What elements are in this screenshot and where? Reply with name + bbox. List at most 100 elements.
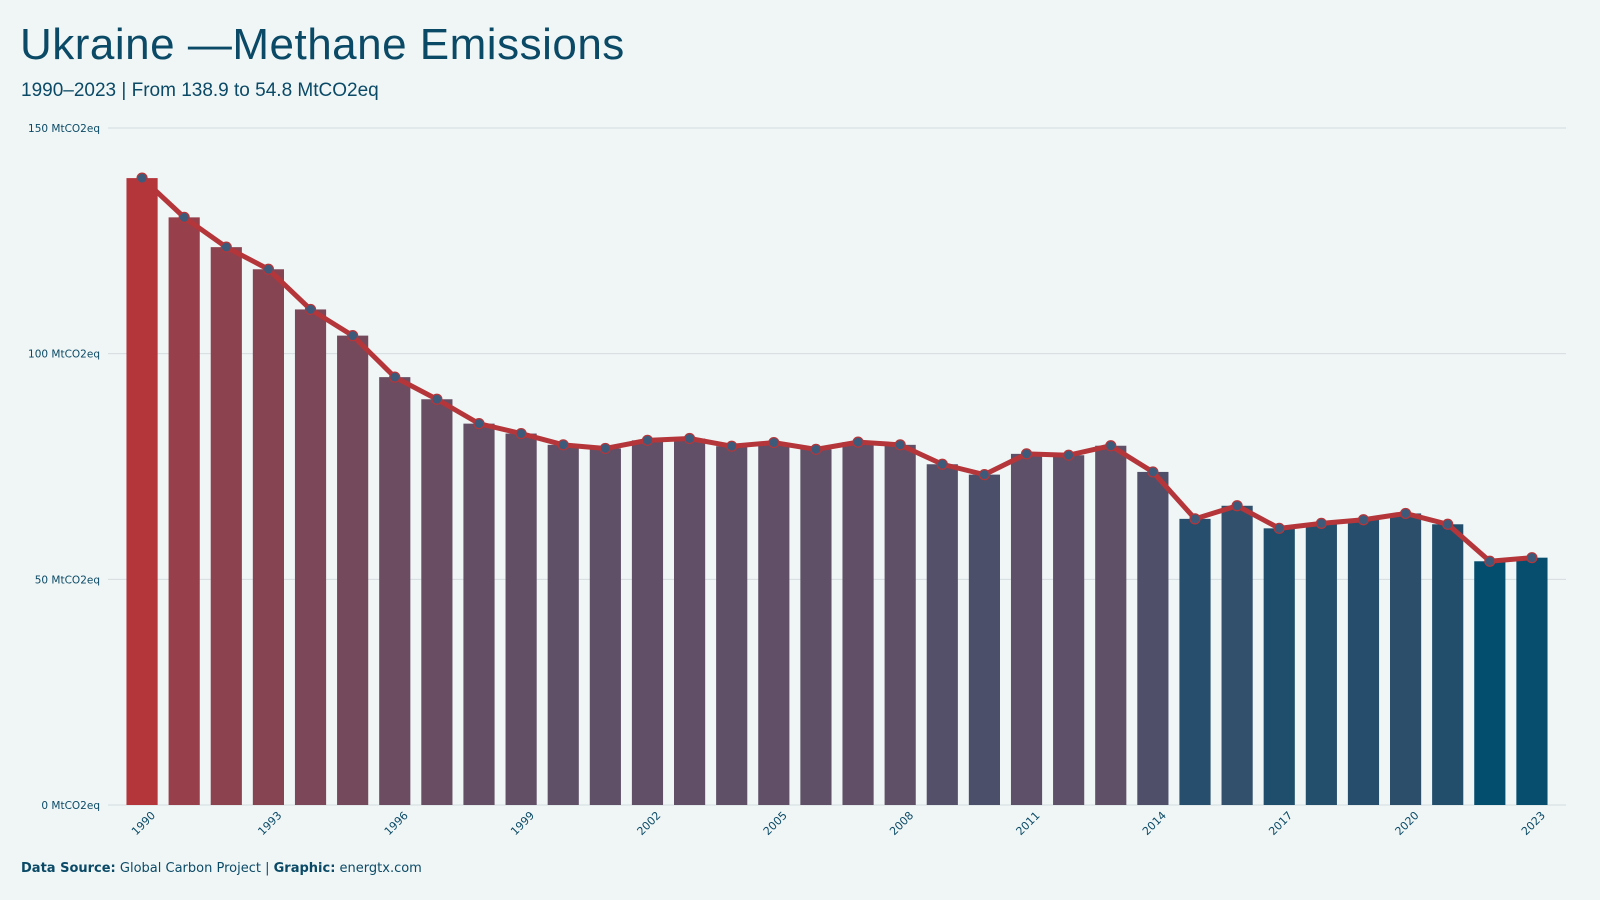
- bar-2004: [716, 446, 748, 805]
- point-2014: [1147, 466, 1159, 478]
- bar-2001: [589, 448, 621, 805]
- point-2021: [1442, 518, 1454, 530]
- point-2006: [810, 443, 822, 455]
- point-2023: [1526, 552, 1538, 564]
- bar-2018: [1305, 523, 1337, 805]
- point-2005: [768, 436, 780, 449]
- bar-2006: [800, 449, 832, 805]
- methane-chart: 0 MtCO2eq 50 MtCO2eq 100 MtCO2eq 150 MtCO2e…: [28, 123, 1566, 838]
- point-1997: [431, 393, 443, 405]
- point-1992: [220, 241, 232, 253]
- point-1994: [304, 303, 317, 316]
- x-tick-label: 1990: [129, 809, 158, 838]
- x-tick-label: 2023: [1519, 809, 1548, 838]
- x-tick-label: 1996: [382, 809, 411, 838]
- point-2004: [726, 440, 738, 452]
- trend-line: [139, 175, 1535, 564]
- x-tick-label: 2005: [761, 809, 790, 838]
- bar-2000: [547, 444, 579, 805]
- point-2015: [1189, 513, 1201, 525]
- point-2016: [1231, 500, 1243, 512]
- bar-2015: [1179, 518, 1211, 805]
- point-2011: [1020, 448, 1033, 460]
- bar-1994: [294, 309, 327, 805]
- y-tick-label: 50 MtCO2eq: [35, 574, 100, 586]
- bar-2013: [1095, 445, 1127, 805]
- bar-2007: [842, 442, 874, 805]
- point-1995: [347, 330, 359, 342]
- bar-1996: [379, 377, 411, 805]
- point-2012: [1063, 449, 1075, 461]
- source-data-label: Data Source:: [21, 861, 116, 876]
- bar-2017: [1263, 528, 1295, 805]
- point-2003: [683, 432, 696, 445]
- x-tick-label: 2017: [1266, 809, 1295, 838]
- point-2020: [1399, 507, 1412, 520]
- point-2017: [1273, 522, 1285, 534]
- bar-2016: [1221, 505, 1253, 805]
- bar-2021: [1432, 524, 1464, 805]
- bars: [126, 178, 1548, 806]
- grid-lines: [108, 127, 1566, 806]
- bar-1999: [505, 433, 537, 805]
- bar-2002: [631, 440, 664, 805]
- point-2007: [852, 436, 864, 448]
- chart-title: Ukraine —Methane Emissions: [20, 20, 625, 69]
- source-graphic-label: Graphic:: [273, 861, 336, 876]
- bar-2011: [1010, 453, 1043, 805]
- point-1998: [473, 418, 485, 430]
- bar-2012: [1053, 455, 1085, 805]
- chart-subtitle: 1990–2023 | From 138.9 to 54.8 MtCO2eq: [21, 80, 379, 101]
- x-tick-label: 2014: [1140, 809, 1169, 838]
- bar-2008: [884, 444, 916, 805]
- point-1991: [178, 211, 190, 223]
- trend-line-path: [139, 175, 1535, 564]
- point-2022: [1484, 555, 1496, 567]
- point-2008: [894, 439, 906, 451]
- bar-1992: [210, 247, 242, 806]
- bar-2020: [1390, 513, 1422, 805]
- bar-2022: [1474, 561, 1506, 805]
- bar-2005: [758, 442, 790, 805]
- point-1990: [136, 172, 148, 184]
- y-tick-labels: 0 MtCO2eq 50 MtCO2eq 100 MtCO2eq 150 MtCO2e…: [28, 123, 100, 812]
- source-data-value: Global Carbon Project: [119, 861, 261, 876]
- source-graphic-value: energtx.com: [339, 861, 422, 876]
- x-tick-label: 1993: [255, 809, 284, 838]
- bar-1993: [252, 269, 284, 805]
- bar-2019: [1347, 519, 1380, 805]
- point-2009: [936, 458, 948, 470]
- point-1999: [515, 427, 527, 440]
- bar-2003: [674, 438, 706, 805]
- bar-2014: [1137, 471, 1169, 805]
- y-tick-label: 150 MtCO2eq: [28, 123, 100, 135]
- y-tick-label: 0 MtCO2eq: [41, 800, 100, 812]
- source-separator: |: [265, 861, 270, 876]
- point-2010: [978, 469, 991, 481]
- point-2001: [599, 442, 611, 455]
- bar-2009: [926, 464, 958, 805]
- y-tick-label: 100 MtCO2eq: [28, 349, 100, 361]
- bar-2010: [968, 474, 1000, 805]
- x-tick-label: 2008: [887, 809, 916, 838]
- point-1996: [389, 371, 401, 383]
- trend-points: [136, 172, 1538, 567]
- bar-1990: [126, 178, 158, 805]
- x-tick-label: 2002: [635, 809, 664, 838]
- point-1993: [262, 263, 275, 275]
- x-tick-labels: 1990 1993 1996 1999 2002 2005 2008 2011 2014 2017…: [129, 809, 1548, 838]
- bar-1997: [421, 399, 453, 805]
- source-note: Data Source: Global Carbon Project | Gra…: [21, 861, 422, 876]
- bar-1995: [337, 335, 369, 805]
- point-2013: [1105, 440, 1117, 452]
- point-2000: [557, 439, 569, 451]
- point-2018: [1315, 517, 1327, 529]
- bar-1991: [168, 217, 200, 805]
- point-2019: [1357, 514, 1370, 526]
- x-tick-label: 1999: [508, 809, 537, 838]
- bar-1998: [463, 423, 495, 805]
- bar-2023: [1516, 557, 1548, 805]
- x-tick-label: 2011: [1014, 809, 1043, 838]
- point-2002: [641, 434, 654, 446]
- x-tick-label: 2020: [1393, 809, 1422, 838]
